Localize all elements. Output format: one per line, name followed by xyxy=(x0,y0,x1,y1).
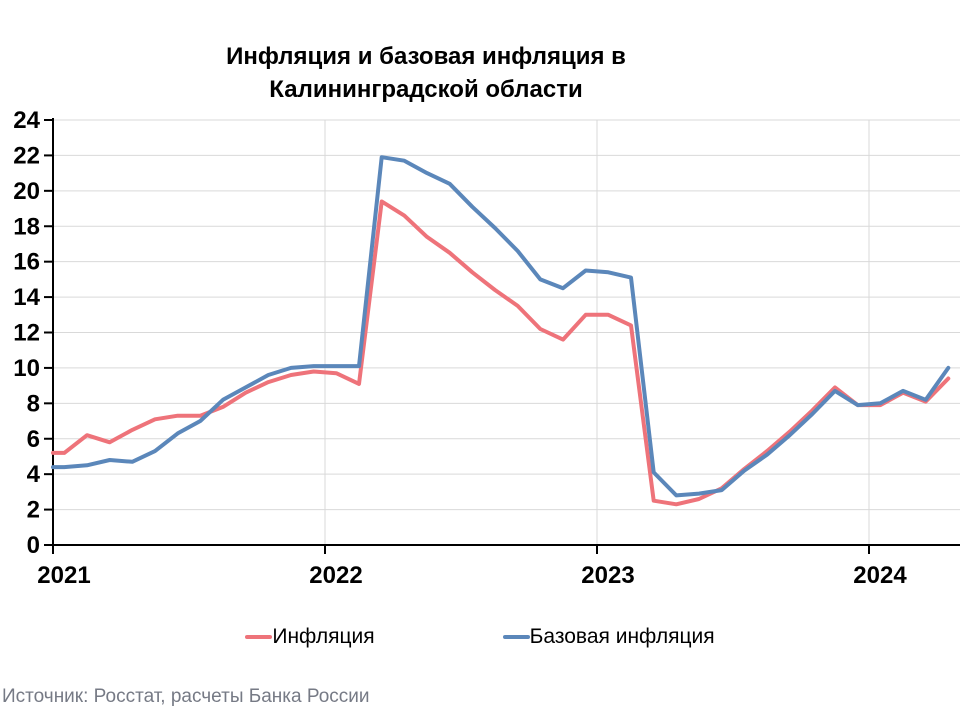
inflation-line-marker-icon xyxy=(245,635,273,639)
y-tick-label: 6 xyxy=(27,426,40,453)
y-tick-label: 22 xyxy=(13,142,40,169)
legend-item-core-inflation: Базовая инфляция xyxy=(502,625,715,649)
x-tick-label: 2023 xyxy=(581,562,634,589)
x-tick-label: 2024 xyxy=(853,562,907,589)
y-tick-label: 10 xyxy=(13,355,40,382)
y-tick-label: 0 xyxy=(27,532,40,559)
core-inflation-line xyxy=(51,155,951,498)
chart-title: Инфляция и базовая инфляция в Калинингра… xyxy=(0,40,852,106)
legend-label-inflation: Инфляция xyxy=(272,625,375,648)
legend-item-inflation: Инфляция xyxy=(245,625,375,649)
y-tick-label: 20 xyxy=(13,178,40,205)
y-tick-label: 2 xyxy=(27,497,40,524)
y-tick-label: 24 xyxy=(13,107,40,134)
core-inflation-line-marker-icon xyxy=(502,635,530,639)
y-tick-label: 16 xyxy=(13,249,40,276)
legend: Инфляция Базовая инфляция xyxy=(0,620,960,654)
source-note: Источник: Росстат, расчеты Банка России xyxy=(2,686,370,707)
legend-label-core-inflation: Базовая инфляция xyxy=(529,625,715,648)
y-tick-label: 12 xyxy=(13,320,40,347)
chart-title-line2: Калининградской области xyxy=(269,76,583,103)
chart-title-line1: Инфляция и базовая инфляция в xyxy=(226,43,626,70)
inflation-line xyxy=(51,199,951,507)
y-tick-label: 4 xyxy=(27,461,41,488)
y-tick-label: 18 xyxy=(13,213,40,240)
y-tick-label: 14 xyxy=(13,284,40,311)
x-tick-label: 2022 xyxy=(309,562,362,589)
y-tick-label: 8 xyxy=(27,390,40,417)
x-tick-label: 2021 xyxy=(37,562,90,589)
